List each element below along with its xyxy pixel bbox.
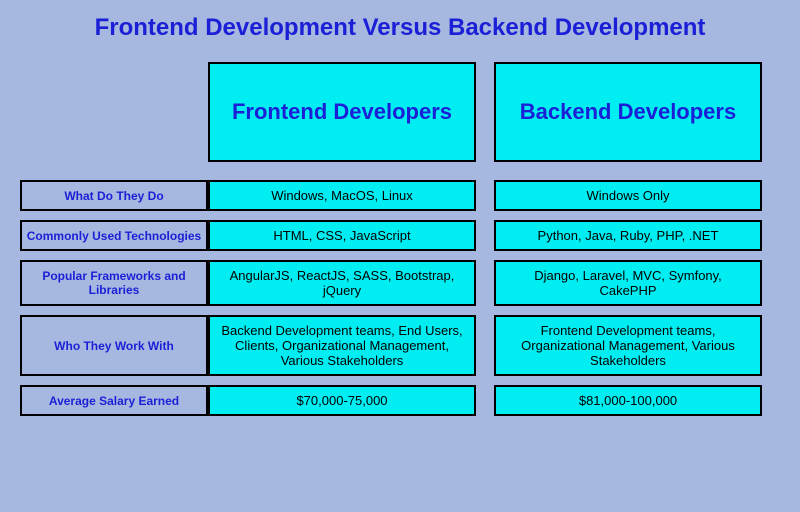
cell-gap	[476, 260, 494, 306]
cell-gap	[476, 385, 494, 416]
row-label: Average Salary Earned	[20, 385, 208, 416]
column-header-backend: Backend Developers	[494, 62, 762, 162]
table-row: What Do They Do Windows, MacOS, Linux Wi…	[20, 180, 780, 211]
row-label: Who They Work With	[20, 315, 208, 376]
cell-gap	[476, 180, 494, 211]
row-label: Commonly Used Technologies	[20, 220, 208, 251]
cell-backend: Windows Only	[494, 180, 762, 211]
row-label: Popular Frameworks and Libraries	[20, 260, 208, 306]
cell-backend: Python, Java, Ruby, PHP, .NET	[494, 220, 762, 251]
table-row: Who They Work With Backend Development t…	[20, 315, 780, 376]
cell-backend: Django, Laravel, MVC, Symfony, CakePHP	[494, 260, 762, 306]
cell-frontend: Backend Development teams, End Users, Cl…	[208, 315, 476, 376]
page-title: Frontend Development Versus Backend Deve…	[20, 14, 780, 42]
cell-frontend: Windows, MacOS, Linux	[208, 180, 476, 211]
cell-gap	[476, 220, 494, 251]
cell-backend: $81,000-100,000	[494, 385, 762, 416]
row-label: What Do They Do	[20, 180, 208, 211]
comparison-table: Frontend Development Versus Backend Deve…	[0, 0, 800, 512]
cell-frontend: HTML, CSS, JavaScript	[208, 220, 476, 251]
header-spacer	[20, 62, 208, 162]
cell-backend: Frontend Development teams, Organization…	[494, 315, 762, 376]
table-row: Average Salary Earned $70,000-75,000 $81…	[20, 385, 780, 416]
table-row: Commonly Used Technologies HTML, CSS, Ja…	[20, 220, 780, 251]
table-row: Popular Frameworks and Libraries Angular…	[20, 260, 780, 306]
cell-gap	[476, 315, 494, 376]
cell-frontend: $70,000-75,000	[208, 385, 476, 416]
header-gap	[476, 62, 494, 162]
cell-frontend: AngularJS, ReactJS, SASS, Bootstrap, jQu…	[208, 260, 476, 306]
column-header-row: Frontend Developers Backend Developers	[20, 62, 780, 162]
column-header-frontend: Frontend Developers	[208, 62, 476, 162]
